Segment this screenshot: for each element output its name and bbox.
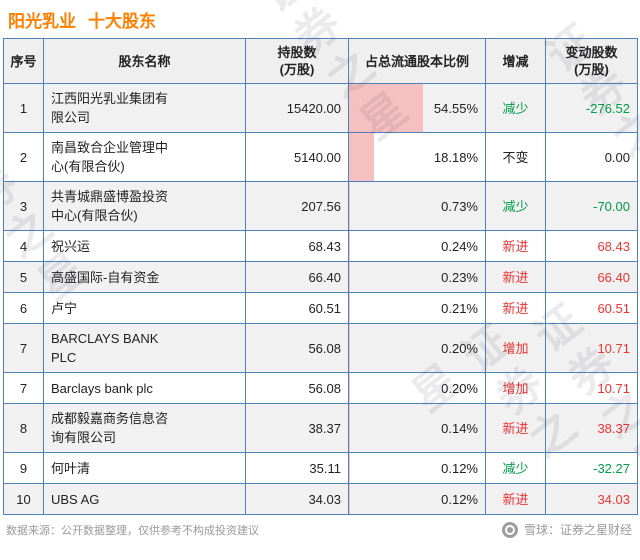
table-row: 5 高盛国际-自有资金 66.40 0.23% 新进 66.40 [4, 262, 638, 293]
shareholders-table: 序号 股东名称 持股数(万股) 占总流通股本比例 增减 变动股数(万股) 1 江… [3, 38, 638, 515]
cell-pct: 0.12% [349, 453, 486, 484]
cell-seq: 9 [4, 453, 44, 484]
cell-pct: 0.14% [349, 404, 486, 453]
stock-name: 阳光乳业 [8, 12, 76, 31]
cell-seq: 8 [4, 404, 44, 453]
footer: 数据来源：公开数据整理，仅供参考不构成投资建议 雪球：证券之星财经 [6, 521, 632, 538]
cell-delta: 34.03 [546, 484, 638, 515]
cell-shares: 68.43 [246, 231, 349, 262]
cell-change: 新进 [486, 293, 546, 324]
cell-shareholder-name: 何叶清 [44, 453, 246, 484]
cell-pct: 0.21% [349, 293, 486, 324]
cell-seq: 2 [4, 133, 44, 182]
cell-shareholder-name: 南昌致合企业管理中心(有限合伙) [44, 133, 246, 182]
cell-pct: 54.55% [349, 84, 486, 133]
cell-shares: 38.37 [246, 404, 349, 453]
table-row: 7 BARCLAYS BANK PLC 56.08 0.20% 增加 10.71 [4, 324, 638, 373]
cell-shareholder-name: UBS AG [44, 484, 246, 515]
cell-shareholder-name: 高盛国际-自有资金 [44, 262, 246, 293]
brand-label: 雪球：证券之星财经 [524, 521, 632, 538]
header-row: 序号 股东名称 持股数(万股) 占总流通股本比例 增减 变动股数(万股) [4, 39, 638, 84]
table-row: 10 UBS AG 34.03 0.12% 新进 34.03 [4, 484, 638, 515]
cell-delta: -276.52 [546, 84, 638, 133]
table-row: 2 南昌致合企业管理中心(有限合伙) 5140.00 18.18% 不变 0.0… [4, 133, 638, 182]
cell-pct: 0.20% [349, 324, 486, 373]
cell-pct: 0.73% [349, 182, 486, 231]
cell-change: 减少 [486, 84, 546, 133]
cell-change: 增加 [486, 324, 546, 373]
cell-delta: 38.37 [546, 404, 638, 453]
cell-seq: 10 [4, 484, 44, 515]
cell-shares: 34.03 [246, 484, 349, 515]
cell-pct: 18.18% [349, 133, 486, 182]
cell-delta: 66.40 [546, 262, 638, 293]
cell-shareholder-name: 卢宁 [44, 293, 246, 324]
cell-delta: -32.27 [546, 453, 638, 484]
table-row: 9 何叶清 35.11 0.12% 减少 -32.27 [4, 453, 638, 484]
cell-pct: 0.24% [349, 231, 486, 262]
cell-seq: 6 [4, 293, 44, 324]
cell-shares: 60.51 [246, 293, 349, 324]
page-title: 阳光乳业十大股东 [8, 7, 156, 32]
cell-change: 新进 [486, 484, 546, 515]
brand: 雪球：证券之星财经 [502, 521, 632, 538]
cell-shareholder-name: BARCLAYS BANK PLC [44, 324, 246, 373]
cell-shares: 56.08 [246, 373, 349, 404]
cell-seq: 1 [4, 84, 44, 133]
cell-shares: 56.08 [246, 324, 349, 373]
cell-delta: 68.43 [546, 231, 638, 262]
cell-shareholder-name: 成都毅嘉商务信息咨询有限公司 [44, 404, 246, 453]
cell-shares: 207.56 [246, 182, 349, 231]
xueqiu-logo-icon [502, 522, 518, 538]
cell-shares: 35.11 [246, 453, 349, 484]
pct-bar [349, 84, 423, 132]
pct-bar [349, 182, 350, 230]
data-source-note: 数据来源：公开数据整理，仅供参考不构成投资建议 [6, 522, 259, 538]
col-header-shares: 持股数(万股) [246, 39, 349, 84]
col-header-pct: 占总流通股本比例 [349, 39, 486, 84]
cell-shares: 15420.00 [246, 84, 349, 133]
cell-change: 不变 [486, 133, 546, 182]
cell-seq: 4 [4, 231, 44, 262]
cell-change: 增加 [486, 373, 546, 404]
cell-shareholder-name: 江西阳光乳业集团有限公司 [44, 84, 246, 133]
cell-seq: 3 [4, 182, 44, 231]
cell-change: 新进 [486, 404, 546, 453]
cell-change: 新进 [486, 262, 546, 293]
cell-shares: 5140.00 [246, 133, 349, 182]
cell-change: 新进 [486, 231, 546, 262]
table-row: 4 祝兴运 68.43 0.24% 新进 68.43 [4, 231, 638, 262]
table-row: 7 Barclays bank plc 56.08 0.20% 增加 10.71 [4, 373, 638, 404]
pct-bar [349, 133, 374, 181]
cell-change: 减少 [486, 453, 546, 484]
col-header-shareholder-name: 股东名称 [44, 39, 246, 84]
cell-delta: 0.00 [546, 133, 638, 182]
table-row: 6 卢宁 60.51 0.21% 新进 60.51 [4, 293, 638, 324]
table-row: 3 共青城鼎盛博盈投资中心(有限合伙) 207.56 0.73% 减少 -70.… [4, 182, 638, 231]
cell-seq: 5 [4, 262, 44, 293]
cell-pct: 0.12% [349, 484, 486, 515]
table-row: 1 江西阳光乳业集团有限公司 15420.00 54.55% 减少 -276.5… [4, 84, 638, 133]
cell-delta: 60.51 [546, 293, 638, 324]
section-title: 十大股东 [88, 12, 156, 31]
cell-shares: 66.40 [246, 262, 349, 293]
table-row: 8 成都毅嘉商务信息咨询有限公司 38.37 0.14% 新进 38.37 [4, 404, 638, 453]
cell-shareholder-name: Barclays bank plc [44, 373, 246, 404]
col-header-change: 增减 [486, 39, 546, 84]
cell-delta: -70.00 [546, 182, 638, 231]
cell-delta: 10.71 [546, 324, 638, 373]
col-header-delta: 变动股数(万股) [546, 39, 638, 84]
cell-shareholder-name: 共青城鼎盛博盈投资中心(有限合伙) [44, 182, 246, 231]
cell-seq: 7 [4, 373, 44, 404]
cell-pct: 0.23% [349, 262, 486, 293]
cell-seq: 7 [4, 324, 44, 373]
cell-delta: 10.71 [546, 373, 638, 404]
cell-shareholder-name: 祝兴运 [44, 231, 246, 262]
col-header-seq: 序号 [4, 39, 44, 84]
cell-change: 减少 [486, 182, 546, 231]
cell-pct: 0.20% [349, 373, 486, 404]
